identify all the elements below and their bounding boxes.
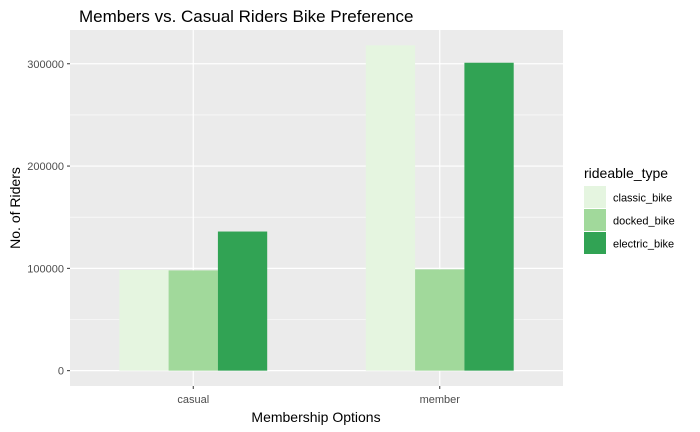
y-tick-label: 200000	[27, 161, 64, 173]
bar-member-docked_bike	[415, 269, 465, 371]
y-tick-label: 300000	[27, 59, 64, 71]
x-axis: casual member	[177, 386, 460, 406]
legend-key-electric_bike	[584, 232, 606, 254]
bar-casual-classic_bike	[119, 269, 169, 371]
legend-key-classic_bike	[584, 186, 606, 208]
bar-casual-electric_bike	[217, 231, 268, 371]
legend-key-docked_bike	[584, 209, 606, 231]
legend-label-classic_bike: classic_bike	[613, 193, 672, 205]
y-tick-label: 0	[58, 366, 64, 378]
x-axis-title: Membership Options	[251, 409, 380, 425]
y-axis-title: No. of Riders	[7, 167, 23, 249]
y-tick-label: 100000	[27, 263, 64, 275]
legend: rideable_type classic_bike docked_bikeele…	[584, 165, 675, 254]
chart-title: Members vs. Casual Riders Bike Preferenc…	[79, 7, 413, 26]
bars	[119, 45, 514, 371]
legend-label-electric_bike: electric_bike	[613, 239, 674, 251]
bar-member-classic_bike	[365, 45, 416, 371]
bar-casual-docked_bike	[168, 270, 218, 371]
legend-title: rideable_type	[584, 165, 668, 181]
x-tick-label: member	[420, 394, 461, 406]
legend-label-docked_bike: docked_bike	[613, 216, 675, 228]
x-tick-label: casual	[177, 394, 209, 406]
y-axis: 0 100000 200000 300000	[27, 59, 70, 378]
bar-member-electric_bike	[464, 62, 514, 371]
